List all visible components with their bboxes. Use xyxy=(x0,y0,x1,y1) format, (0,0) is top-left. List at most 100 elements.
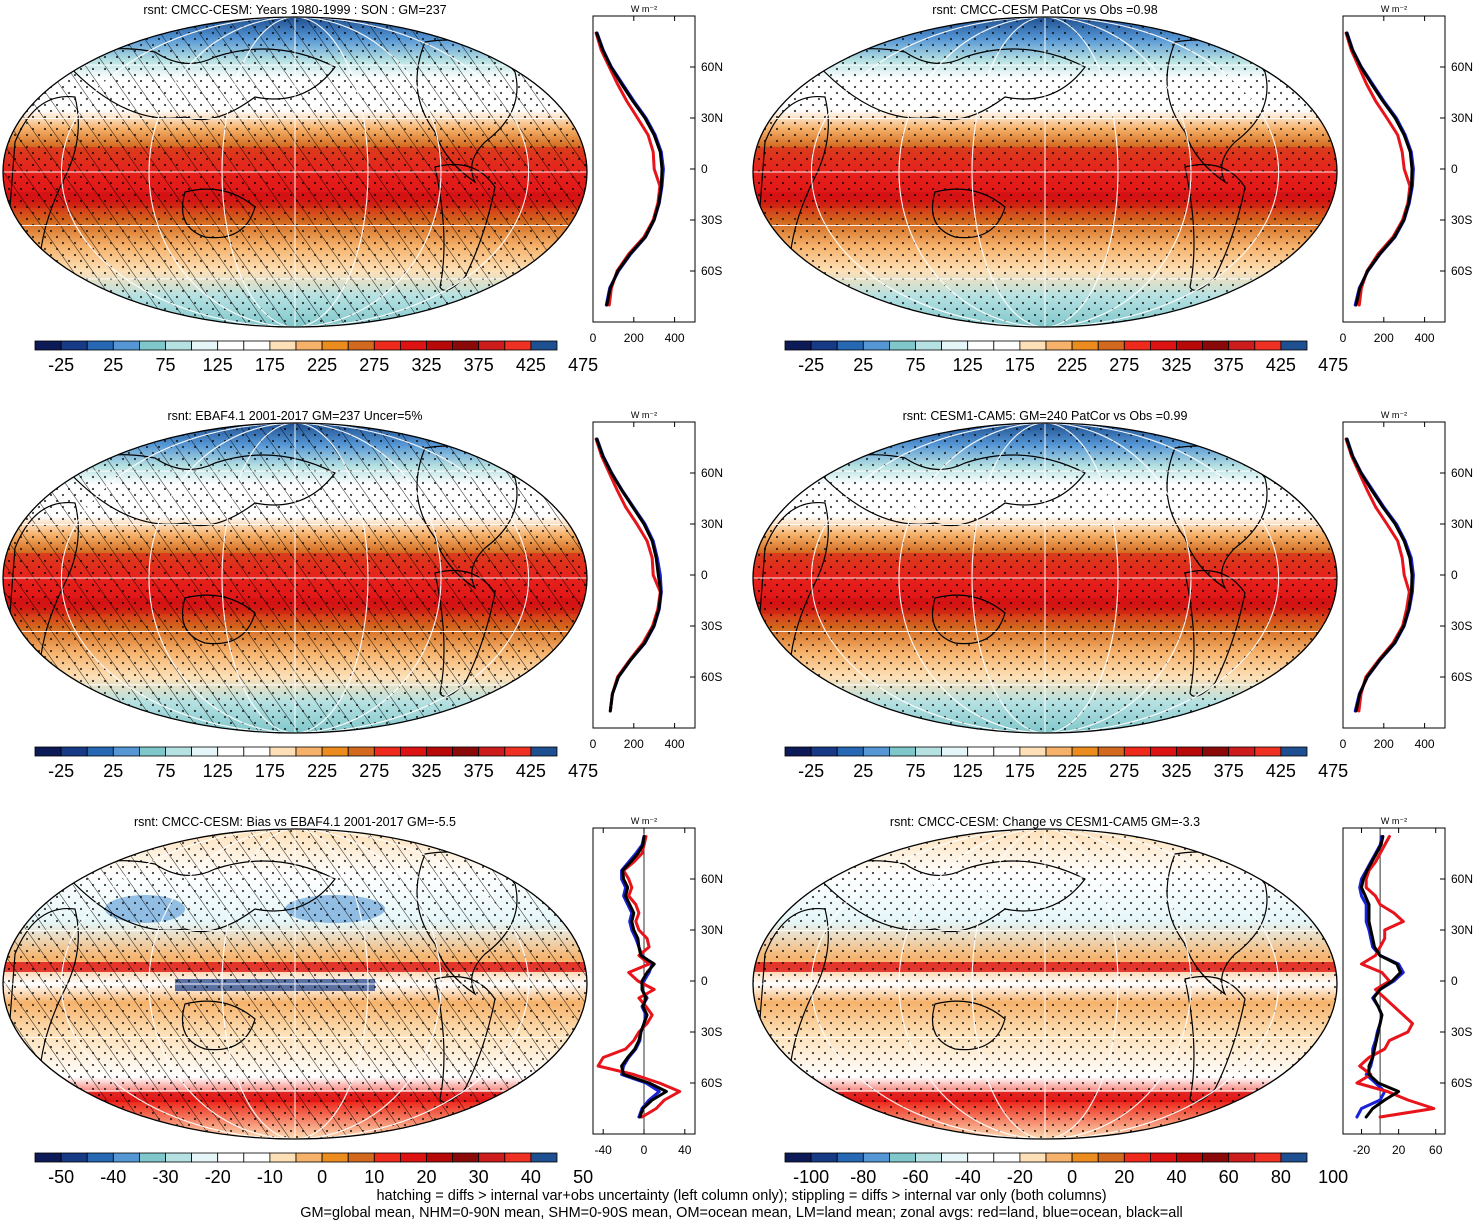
colorbar-label: 225 xyxy=(1057,355,1087,375)
zonal-unit: W m⁻² xyxy=(631,4,657,14)
continent-outline xyxy=(1184,163,1246,291)
colorbar-swatch xyxy=(1150,746,1177,757)
x-tick-label: 60 xyxy=(1429,1143,1443,1157)
colorbar-swatch xyxy=(889,746,916,757)
x-tick-label: 200 xyxy=(624,331,644,345)
colorbar-swatch xyxy=(862,746,890,757)
y-tick-label: 60S xyxy=(701,1076,722,1090)
zonal-mean-plot: -40 0 40 W m⁻² 60N 30N 0 30S 60S xyxy=(592,816,723,1157)
zonal-land-line xyxy=(1355,835,1436,1119)
y-tick-label: 30N xyxy=(701,923,723,937)
colorbar-swatch xyxy=(1045,1152,1073,1163)
colorbar-swatch xyxy=(217,1152,245,1163)
colorbar-swatch xyxy=(941,746,969,757)
colorbar-label: 425 xyxy=(516,355,546,375)
colorbar-swatch xyxy=(399,746,427,757)
map-field xyxy=(3,17,587,327)
colorbar-swatch xyxy=(504,340,532,351)
colorbar-swatch xyxy=(530,746,558,757)
colorbar-swatch xyxy=(1123,746,1151,757)
colorbar: -100 -80 -60 -40 -20 0 20 40 60 80 100 xyxy=(784,1152,1348,1187)
panel-middle-left: rsnt: EBAF4.1 2001-2017 GM=237 Uncer=5% -… xyxy=(2,409,723,781)
colorbar-swatch xyxy=(836,746,864,757)
colorbar-swatch xyxy=(1228,340,1256,351)
colorbar-swatch xyxy=(112,1152,140,1163)
continent-outline xyxy=(1184,569,1246,697)
colorbar-swatch xyxy=(941,1152,969,1163)
colorbar-swatch xyxy=(34,1152,62,1163)
colorbar-swatch xyxy=(452,1152,480,1163)
colorbar-swatch xyxy=(321,1152,349,1163)
y-tick-label: 60N xyxy=(701,872,723,886)
colorbar-label: -25 xyxy=(798,761,824,781)
colorbar-swatch xyxy=(165,1152,193,1163)
colorbar-label: 75 xyxy=(155,355,175,375)
colorbar-swatch xyxy=(1019,340,1047,351)
map-border xyxy=(2,16,588,328)
colorbar-label: 325 xyxy=(1161,761,1191,781)
map-border xyxy=(2,422,588,734)
colorbar-swatch xyxy=(1176,340,1204,351)
x-tick-label: 400 xyxy=(665,737,685,751)
y-tick-label: 60S xyxy=(701,670,722,684)
colorbar-swatch xyxy=(941,340,969,351)
colorbar-label: 275 xyxy=(1109,355,1139,375)
panel-title: rsnt: CMCC-CESM: Bias vs EBAF4.1 2001-20… xyxy=(134,815,456,829)
graticule-meridian xyxy=(810,17,1280,327)
zonal-unit: W m⁻² xyxy=(1381,816,1407,826)
panel-bottom-left: rsnt: CMCC-CESM: Bias vs EBAF4.1 2001-20… xyxy=(2,815,723,1187)
y-tick-label: 30N xyxy=(1451,517,1473,531)
y-tick-label: 60N xyxy=(1451,872,1473,886)
colorbar-swatch xyxy=(915,746,943,757)
zonal-all-line xyxy=(1345,437,1414,713)
colorbar-swatch xyxy=(347,746,375,757)
colorbar-swatch xyxy=(373,1152,401,1163)
zonal-mean-plot: 0 200 400 W m⁻² 60N 30N 0 30S 60S xyxy=(590,4,723,345)
colorbar-swatch xyxy=(243,340,271,351)
continent-outline xyxy=(181,188,256,239)
panel-title: rsnt: CMCC-CESM: Change vs CESM1-CAM5 GM… xyxy=(890,815,1200,829)
colorbar-label: -40 xyxy=(100,1167,126,1187)
colorbar-label: 50 xyxy=(573,1167,593,1187)
colorbar-swatch xyxy=(1202,340,1230,351)
zonal-all-line xyxy=(595,31,664,307)
graticule-meridian xyxy=(810,829,1280,1139)
footnote-hatching: hatching = diffs > internal var+obs unce… xyxy=(376,1188,1107,1204)
colorbar-swatch xyxy=(295,340,323,351)
colorbar-label: -100 xyxy=(793,1167,829,1187)
colorbar: -25 25 75 125 175 225 275 325 375 425 475 xyxy=(784,746,1348,781)
y-tick-label: 0 xyxy=(1451,568,1458,582)
colorbar-swatch xyxy=(269,1152,297,1163)
x-tick-label: 200 xyxy=(1374,331,1394,345)
colorbar-swatch xyxy=(112,340,140,351)
y-tick-label: 30S xyxy=(701,619,722,633)
colorbar-label: 80 xyxy=(1271,1167,1291,1187)
map-field xyxy=(753,423,1337,733)
graticule-meridian xyxy=(60,17,530,327)
colorbar-swatch xyxy=(1254,746,1282,757)
colorbar-label: -20 xyxy=(1007,1167,1033,1187)
colorbar-swatch xyxy=(836,340,864,351)
colorbar-swatch xyxy=(1045,746,1073,757)
colorbar-swatch xyxy=(1097,340,1125,351)
colorbar-label: 275 xyxy=(359,761,389,781)
colorbar-label: 20 xyxy=(1114,1167,1134,1187)
continent-outline xyxy=(931,188,1006,239)
zonal-all-line xyxy=(595,437,663,713)
colorbar-swatch xyxy=(243,746,271,757)
x-tick-label: 0 xyxy=(641,1143,648,1157)
y-tick-label: 0 xyxy=(1451,162,1458,176)
colorbar-swatch xyxy=(993,1152,1021,1163)
map-border xyxy=(752,16,1338,328)
colorbar-swatch xyxy=(138,746,166,757)
colorbar-swatch xyxy=(1202,746,1230,757)
colorbar-swatch xyxy=(373,340,401,351)
map-border xyxy=(752,422,1338,734)
graticule xyxy=(3,829,587,1139)
colorbar-swatch xyxy=(269,340,297,351)
y-tick-label: 30S xyxy=(1451,619,1472,633)
colorbar-swatch xyxy=(836,1152,864,1163)
colorbar-label: 175 xyxy=(255,761,285,781)
zonal-all-line xyxy=(1360,835,1402,1119)
graticule-meridian xyxy=(971,829,1119,1139)
